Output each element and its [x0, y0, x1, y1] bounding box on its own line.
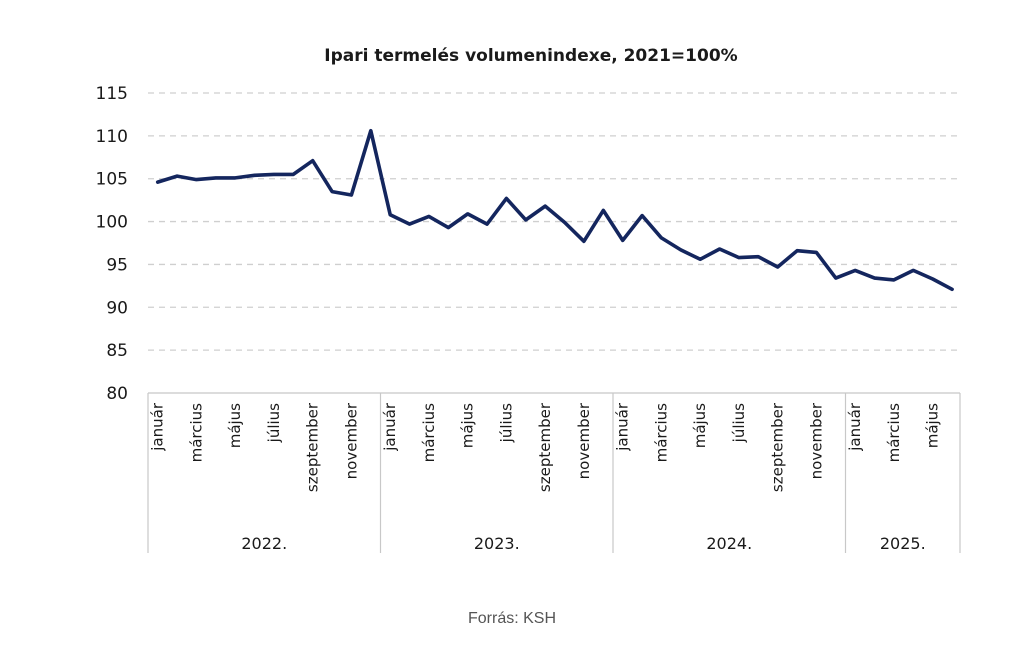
data-point [272, 172, 276, 176]
x-tick-label: szeptember [536, 402, 554, 492]
x-tick-label: november [807, 402, 825, 479]
data-point [698, 257, 702, 261]
x-tick-label: július [265, 403, 283, 444]
data-point [640, 214, 644, 218]
data-point [853, 268, 857, 272]
data-point [349, 193, 353, 197]
x-tick-label: március [187, 403, 205, 463]
x-tick-label: május [924, 403, 942, 448]
data-point [950, 287, 954, 291]
y-tick-label: 80 [106, 384, 128, 404]
source-note: Forrás: KSH [467, 610, 556, 627]
data-point [446, 226, 450, 230]
data-point [659, 236, 663, 240]
y-tick-label: 85 [106, 341, 128, 361]
data-point [253, 173, 257, 177]
data-point [543, 204, 547, 208]
y-tick-label: 105 [96, 170, 128, 190]
data-point [427, 214, 431, 218]
x-tick-label: március [885, 403, 903, 463]
data-point [291, 172, 295, 176]
chart-title: Ipari termelés volumenindexe, 2021=100% [324, 46, 737, 66]
y-tick-label: 95 [106, 255, 128, 275]
data-point [504, 196, 508, 200]
x-tick-label: január [149, 402, 167, 452]
data-point [814, 250, 818, 254]
x-tick-label: július [730, 403, 748, 444]
x-tick-label: január [614, 402, 632, 452]
x-tick-label: november [342, 402, 360, 479]
data-point [718, 247, 722, 251]
year-label: 2024. [706, 534, 752, 553]
data-point [601, 208, 605, 212]
data-point [931, 277, 935, 281]
x-tick-label: május [459, 403, 477, 448]
y-tick-label: 90 [106, 298, 128, 318]
data-point [776, 265, 780, 269]
x-tick-label: március [420, 403, 438, 463]
data-point [330, 190, 334, 194]
data-point [388, 213, 392, 217]
line-chart: Ipari termelés volumenindexe, 2021=100% … [96, 46, 961, 553]
x-tick-label: szeptember [304, 402, 322, 492]
data-point [621, 238, 625, 242]
data-point [466, 212, 470, 216]
x-axis: január március május július szeptember novemb… [147, 392, 961, 553]
data-point [737, 256, 741, 260]
year-label: 2023. [474, 534, 520, 553]
y-tick-label: 115 [96, 84, 128, 104]
year-label: 2025. [880, 534, 926, 553]
series-line-group [155, 128, 954, 292]
x-tick-label: január [846, 402, 864, 452]
data-point [873, 276, 877, 280]
data-point [911, 268, 915, 272]
data-point [408, 222, 412, 226]
x-tick-label: július [497, 403, 515, 444]
data-point [582, 239, 586, 243]
year-label: 2022. [241, 534, 287, 553]
data-point [563, 220, 567, 224]
data-point [524, 218, 528, 222]
x-tick-label: szeptember [769, 402, 787, 492]
data-point [795, 249, 799, 253]
x-tick-label: május [691, 403, 709, 448]
data-point [756, 255, 760, 259]
x-tick-label: január [381, 402, 399, 452]
x-tick-label: március [652, 403, 670, 463]
data-point [214, 176, 218, 180]
x-tick-label: november [575, 402, 593, 479]
data-point [194, 178, 198, 182]
data-point [233, 176, 237, 180]
y-tick-label: 100 [96, 213, 128, 233]
y-axis: 80 85 90 95 100 105 110 115 [96, 84, 128, 404]
data-point [892, 278, 896, 282]
data-point [679, 248, 683, 252]
data-point [369, 129, 373, 133]
data-point [485, 222, 489, 226]
data-point [175, 174, 179, 178]
x-tick-label: május [226, 403, 244, 448]
y-tick-label: 110 [96, 127, 128, 147]
gridlines [148, 92, 960, 351]
series-line [155, 128, 954, 292]
data-point [156, 180, 160, 184]
data-point [834, 276, 838, 280]
data-point [311, 159, 315, 163]
